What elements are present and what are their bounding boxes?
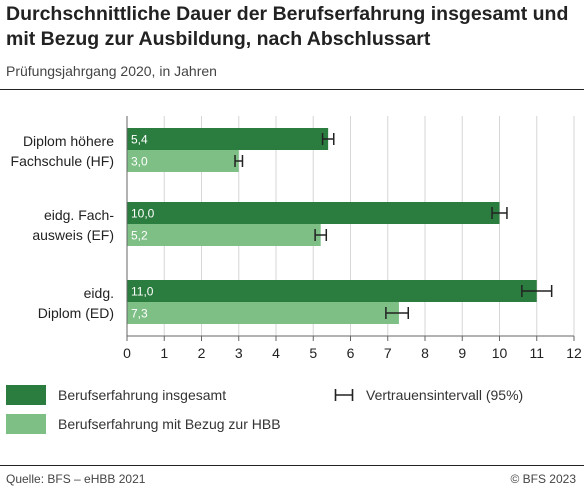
chart-subtitle: Prüfungsjahrgang 2020, in Jahren bbox=[6, 63, 217, 79]
chart-title: Durchschnittliche Dauer der Berufserfahr… bbox=[6, 3, 569, 50]
bar-value-label: 10,0 bbox=[131, 207, 155, 221]
bar-related-2 bbox=[127, 302, 399, 324]
x-tick-label: 6 bbox=[347, 345, 355, 361]
legend-item-related: Berufserfahrung mit Bezug zur HBB bbox=[6, 414, 281, 434]
confidence-interval-icon bbox=[334, 389, 354, 401]
category-label: Diplom höhere bbox=[23, 133, 114, 149]
legend-swatch-total bbox=[6, 385, 46, 405]
x-tick-label: 9 bbox=[458, 345, 466, 361]
category-label: eidg. Fach- bbox=[44, 207, 114, 223]
category-label: Diplom (ED) bbox=[38, 305, 114, 321]
x-tick-label: 0 bbox=[123, 345, 131, 361]
bar-value-label: 3,0 bbox=[131, 155, 148, 169]
bar-value-label: 5,2 bbox=[131, 229, 148, 243]
legend-label-total: Berufserfahrung insgesamt bbox=[58, 387, 227, 403]
bar-value-label: 11,0 bbox=[131, 285, 154, 299]
legend-item-ci: Vertrauensintervall (95%) bbox=[334, 385, 523, 405]
x-tick-label: 5 bbox=[309, 345, 317, 361]
legend-label-ci: Vertrauensintervall (95%) bbox=[366, 387, 524, 403]
x-tick-label: 1 bbox=[160, 345, 168, 361]
category-label: Fachschule (HF) bbox=[11, 153, 114, 169]
copyright-note: © BFS 2023 bbox=[510, 472, 576, 486]
bar-chart: 5,4 3,0 Diplom höhere Fachschule (HF) 10,0 5,… bbox=[11, 116, 582, 361]
x-tick-label: 7 bbox=[384, 345, 392, 361]
legend-swatch-related bbox=[6, 414, 46, 434]
legend-item-total: Berufserfahrung insgesamt bbox=[6, 385, 226, 405]
category-label: eidg. bbox=[84, 285, 114, 301]
bar-total-0 bbox=[127, 128, 329, 150]
x-tick-label: 2 bbox=[198, 345, 206, 361]
bar-total-2 bbox=[127, 280, 537, 302]
source-note: Quelle: BFS – eHBB 2021 bbox=[6, 472, 146, 486]
legend-label-related: Berufserfahrung mit Bezug zur HBB bbox=[58, 416, 281, 432]
bar-related-0 bbox=[127, 150, 239, 172]
bottom-divider bbox=[0, 465, 584, 466]
x-tick-label: 8 bbox=[421, 345, 429, 361]
x-tick-label: 3 bbox=[235, 345, 243, 361]
x-tick-label: 12 bbox=[566, 345, 582, 361]
bar-total-1 bbox=[127, 202, 500, 224]
top-divider bbox=[0, 89, 584, 90]
x-tick-label: 4 bbox=[272, 345, 280, 361]
x-tick-label: 10 bbox=[492, 345, 508, 361]
bar-value-label: 5,4 bbox=[131, 133, 148, 147]
x-tick-label: 11 bbox=[529, 345, 544, 361]
category-label: ausweis (EF) bbox=[32, 227, 114, 243]
bar-related-1 bbox=[127, 224, 321, 246]
bar-value-label: 7,3 bbox=[131, 307, 148, 321]
